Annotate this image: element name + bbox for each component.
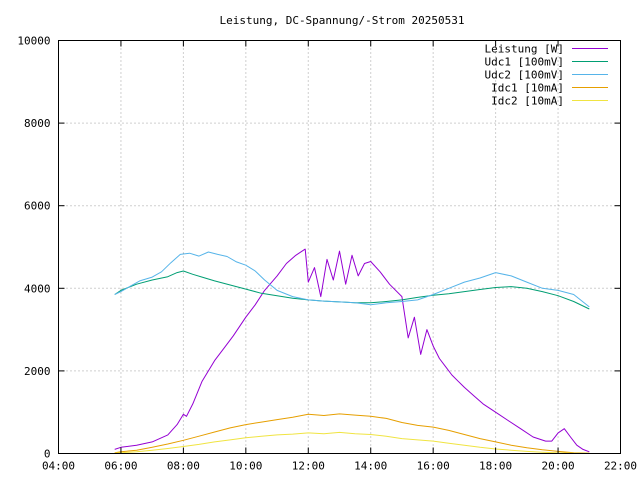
legend-label: Idc2 [10mA] [491,95,564,108]
series-line-4 [114,431,590,454]
legend: Leistung [W]Udc1 [100mV]Udc2 [100mV]Idc1… [485,43,608,108]
series-line-1 [114,270,590,310]
x-tick-label: 14:00 [354,460,387,473]
legend-label: Udc1 [100mV] [485,56,564,69]
x-tick-label: 18:00 [479,460,512,473]
y-tick-label: 6000 [24,200,51,213]
x-tick-label: 08:00 [167,460,200,473]
legend-label: Idc1 [10mA] [491,82,564,95]
chart-title: Leistung, DC-Spannung/-Strom 20250531 [219,14,464,27]
x-tick-label: 12:00 [292,460,325,473]
y-tick-label: 8000 [24,117,51,130]
legend-label: Leistung [W] [485,43,564,56]
series-line-3 [114,413,590,454]
series-line-2 [114,251,590,308]
y-tick-label: 10000 [17,35,50,48]
x-tick-label: 20:00 [541,460,574,473]
y-tick-label: 2000 [24,365,51,378]
series-line-0 [114,248,590,453]
axis-ticks: 04:00 06:00 08:00 10:00 12:00 14:00 16:00 18:00… [17,35,637,473]
x-tick-label: 10:00 [229,460,262,473]
y-tick-label: 4000 [24,282,51,295]
x-tick-label: 04:00 [42,460,75,473]
x-tick-label: 22:00 [604,460,637,473]
plot-frame [58,40,621,454]
series-lines [114,248,590,454]
y-tick-label: 0 [44,448,51,461]
x-tick-label: 16:00 [417,460,450,473]
legend-label: Udc2 [100mV] [485,69,564,82]
x-tick-label: 06:00 [104,460,137,473]
